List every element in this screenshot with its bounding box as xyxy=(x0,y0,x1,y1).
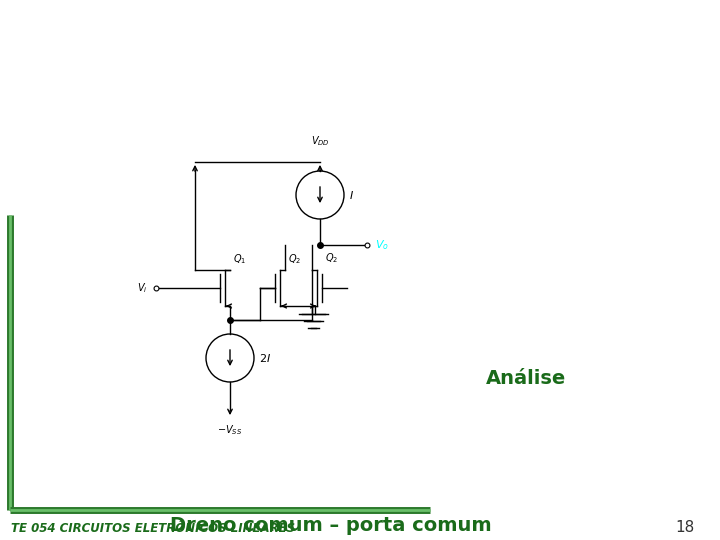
Text: $V_o$: $V_o$ xyxy=(375,238,389,252)
Text: $2I$: $2I$ xyxy=(259,352,271,364)
Text: $V_{DD}$: $V_{DD}$ xyxy=(310,134,330,148)
Text: $Q_1$: $Q_1$ xyxy=(233,252,246,266)
Text: Análise: Análise xyxy=(485,368,566,388)
Text: $V_i$: $V_i$ xyxy=(138,281,148,295)
Text: Dreno comum – porta comum: Dreno comum – porta comum xyxy=(171,516,492,535)
Text: $Q_2$: $Q_2$ xyxy=(325,251,338,265)
Text: $I$: $I$ xyxy=(349,189,354,201)
Text: $Q_2$: $Q_2$ xyxy=(288,252,301,266)
Text: 18: 18 xyxy=(675,520,695,535)
Text: TE 054 CIRCUITOS ELETRÔNICOS LINEARES: TE 054 CIRCUITOS ELETRÔNICOS LINEARES xyxy=(11,522,295,535)
Text: $-V_{SS}$: $-V_{SS}$ xyxy=(217,423,243,437)
